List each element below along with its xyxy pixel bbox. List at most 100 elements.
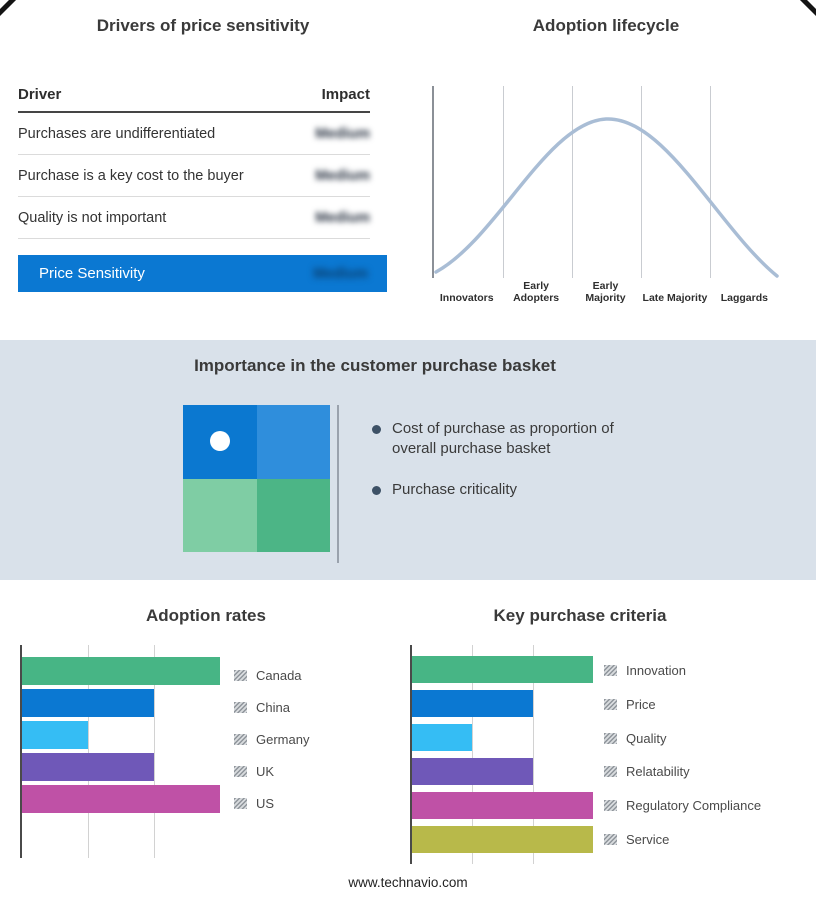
purchase-basket-band bbox=[0, 340, 816, 580]
gridline bbox=[503, 86, 504, 278]
driver-cell: Purchase is a key cost to the buyer bbox=[18, 167, 244, 184]
key-purchase-criteria-legend: Innovation Price Quality Relatability Re… bbox=[604, 646, 761, 856]
legend-item: Canada bbox=[234, 659, 309, 691]
legend-label: UK bbox=[256, 763, 275, 779]
legend-item: Germany bbox=[234, 723, 309, 755]
quadrant-bottom-left bbox=[183, 478, 257, 552]
lifecycle-curve-svg bbox=[434, 117, 779, 278]
bar-regulatory-compliance bbox=[412, 792, 593, 819]
legend-swatch-icon bbox=[234, 797, 247, 809]
purchase-basket-quadrant bbox=[183, 405, 330, 552]
gridline bbox=[153, 645, 155, 858]
legend-label: Innovation bbox=[626, 663, 686, 679]
bullet-item: Cost of purchase as proportion of overal… bbox=[372, 419, 652, 460]
table-row: Purchase is a key cost to the buyer Medi… bbox=[18, 155, 370, 197]
driver-column-header: Driver bbox=[18, 86, 62, 103]
price-sensitivity-value: Medium bbox=[313, 265, 368, 282]
key-purchase-criteria-title: Key purchase criteria bbox=[493, 606, 667, 625]
driver-cell: Quality is not important bbox=[18, 209, 167, 226]
legend-label: Relatability bbox=[626, 764, 690, 780]
quadrant-top-left bbox=[183, 405, 257, 479]
bullet-icon bbox=[372, 425, 381, 434]
bar-price bbox=[412, 690, 533, 717]
legend-swatch-icon bbox=[604, 833, 617, 845]
bullet-item: Purchase criticality bbox=[372, 480, 652, 500]
bar-canada bbox=[22, 657, 220, 685]
corner-mark-icon bbox=[0, 0, 17, 18]
bar-uk bbox=[22, 753, 154, 781]
bar-relatability bbox=[412, 758, 533, 785]
bar-germany bbox=[22, 721, 88, 749]
legend-swatch-icon bbox=[234, 669, 247, 681]
impact-cell: Medium bbox=[315, 167, 370, 184]
impact-column-header: Impact bbox=[321, 86, 370, 103]
lifecycle-stage-labels: Innovators Early Adopters Early Majority… bbox=[432, 280, 779, 305]
adoption-rates-title: Adoption rates bbox=[146, 606, 266, 625]
gridline bbox=[87, 645, 89, 858]
impact-cell: Medium bbox=[315, 125, 370, 142]
lifecycle-curve bbox=[434, 117, 779, 278]
legend-label: Quality bbox=[626, 730, 667, 746]
legend-swatch-icon bbox=[604, 665, 617, 677]
position-dot-icon bbox=[210, 431, 230, 451]
bar-innovation bbox=[412, 656, 593, 683]
legend-swatch-icon bbox=[604, 732, 617, 744]
lifecycle-panel: Adoption lifecycle bbox=[430, 16, 782, 36]
website-url: www.technavio.com bbox=[348, 875, 468, 890]
table-row: Purchases are undifferentiated Medium bbox=[18, 113, 370, 155]
legend-label: Price bbox=[626, 697, 656, 713]
legend-item: Quality bbox=[604, 721, 761, 755]
legend-item: China bbox=[234, 691, 309, 723]
driver-cell: Purchases are undifferentiated bbox=[18, 125, 216, 142]
impact-cell: Medium bbox=[315, 209, 370, 226]
corner-mark-icon bbox=[799, 0, 816, 18]
legend-swatch-icon bbox=[604, 766, 617, 778]
legend-item: Price bbox=[604, 688, 761, 722]
drivers-panel: Drivers of price sensitivity Driver Impa… bbox=[18, 16, 388, 292]
stage-label: Innovators bbox=[439, 292, 494, 305]
legend-swatch-icon bbox=[604, 800, 617, 812]
legend-label: Regulatory Compliance bbox=[626, 798, 762, 814]
gridline bbox=[710, 86, 711, 278]
legend-label: US bbox=[256, 795, 275, 811]
legend-label: Service bbox=[626, 831, 670, 847]
gridline bbox=[572, 86, 573, 278]
quadrant-top-right bbox=[256, 405, 330, 479]
legend-swatch-icon bbox=[234, 733, 247, 745]
adoption-rates-chart bbox=[20, 645, 220, 858]
bullet-text: Cost of purchase as proportion of overal… bbox=[392, 420, 614, 458]
price-sensitivity-label: Price Sensitivity bbox=[39, 265, 145, 282]
bar-china bbox=[22, 689, 154, 717]
gridline bbox=[532, 645, 534, 864]
bar-service bbox=[412, 826, 593, 853]
lifecycle-title: Adoption lifecycle bbox=[532, 16, 680, 35]
bullet-text: Purchase criticality bbox=[392, 481, 518, 498]
drivers-title: Drivers of price sensitivity bbox=[96, 16, 310, 35]
legend-item: Regulatory Compliance bbox=[604, 789, 761, 823]
legend-swatch-icon bbox=[604, 699, 617, 711]
legend-label: China bbox=[256, 699, 290, 715]
bar-us bbox=[22, 785, 220, 813]
gridline bbox=[641, 86, 642, 278]
basket-title: Importance in the customer purchase bask… bbox=[194, 356, 556, 375]
legend-item: UK bbox=[234, 755, 309, 787]
price-sensitivity-bar: Price Sensitivity Medium bbox=[18, 255, 387, 292]
table-row: Quality is not important Medium bbox=[18, 197, 370, 239]
stage-label: Early Adopters bbox=[513, 280, 560, 305]
legend-label: Canada bbox=[256, 667, 302, 683]
stage-label: Laggards bbox=[720, 292, 768, 305]
legend-label: Germany bbox=[256, 731, 310, 747]
bullet-icon bbox=[372, 486, 381, 495]
gridline bbox=[472, 645, 474, 864]
lifecycle-chart bbox=[432, 86, 779, 278]
stage-label: Late Majority bbox=[642, 292, 708, 305]
quadrant-axis-line bbox=[337, 405, 339, 563]
stage-label: Early Majority bbox=[585, 280, 626, 305]
bar-quality bbox=[412, 724, 473, 751]
legend-swatch-icon bbox=[234, 765, 247, 777]
legend-swatch-icon bbox=[234, 701, 247, 713]
table-header: Driver Impact bbox=[18, 86, 370, 113]
legend-item: Relatability bbox=[604, 755, 761, 789]
legend-item: Innovation bbox=[604, 654, 761, 688]
